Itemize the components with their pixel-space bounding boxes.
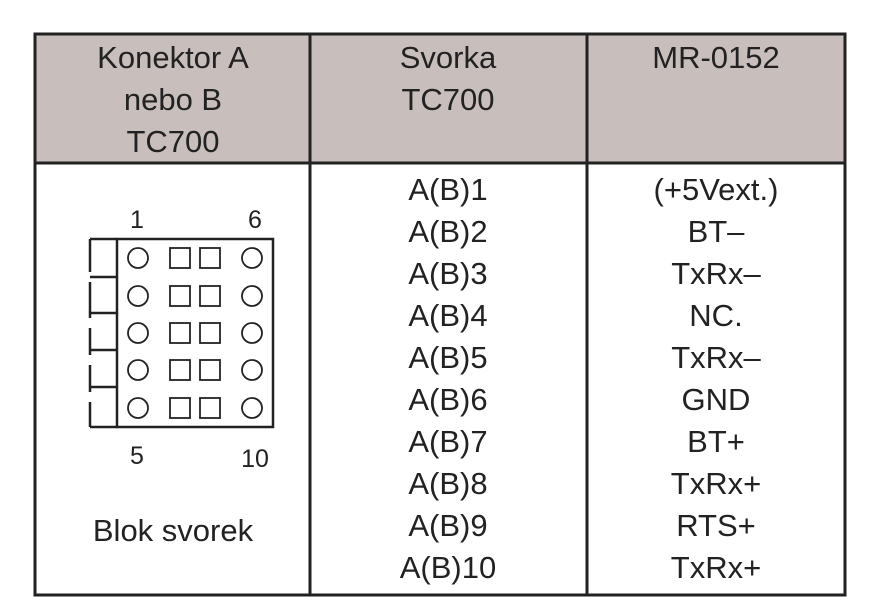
pin-square [199,247,221,269]
header-bg [35,34,845,163]
connector-diagram [88,237,275,429]
cell-text: BT+ [687,424,745,459]
header-text: Konektor A [97,40,249,75]
pin-circle [241,322,263,344]
cell-text: A(B)1 [408,172,487,207]
cell-text: A(B)4 [408,298,487,333]
pin-label: 10 [241,445,269,473]
cell-text: A(B)6 [408,382,487,417]
cell-text: A(B)5 [408,340,487,375]
pin-circle [241,285,263,307]
pin-square [199,285,221,307]
table-border [33,32,847,597]
cell-text: RTS+ [676,508,756,543]
pin-square [169,285,191,307]
cell-text: TxRx+ [671,466,761,501]
cell-text: A(B)3 [408,256,487,291]
cell-text: BT– [688,214,746,249]
pin-circle [127,359,149,381]
pin-circle [127,397,149,419]
cell-text: TxRx– [671,256,761,291]
cell-text: A(B)7 [408,424,487,459]
pin-circle [127,285,149,307]
cell-text: GND [682,382,751,417]
connector-caption: Blok svorek [93,513,254,548]
header-text: nebo B [124,82,222,117]
pin-square [199,322,221,344]
pin-label: 1 [130,206,144,234]
pin-circle [127,322,149,344]
header-text: MR-0152 [652,40,780,75]
header-text: TC700 [401,82,494,117]
pin-square [199,359,221,381]
pin-circle [127,247,149,269]
pin-square [169,397,191,419]
header-text: Svorka [400,40,497,75]
pin-square [169,322,191,344]
cell-text: A(B)2 [408,214,487,249]
pin-square [169,359,191,381]
cell-text: A(B)8 [408,466,487,501]
cell-text: TxRx– [671,340,761,375]
cell-text: (+5Vext.) [654,172,779,207]
pin-label: 5 [130,442,144,470]
pin-label: 6 [248,206,262,234]
pin-square [199,397,221,419]
cell-text: NC. [689,298,742,333]
pin-circle [241,397,263,419]
cell-text: A(B)9 [408,508,487,543]
pin-square [169,247,191,269]
pin-circle [241,359,263,381]
pin-circle [241,247,263,269]
header-text: TC700 [126,124,219,159]
cell-text: TxRx+ [671,550,761,585]
cell-text: A(B)10 [400,550,496,585]
